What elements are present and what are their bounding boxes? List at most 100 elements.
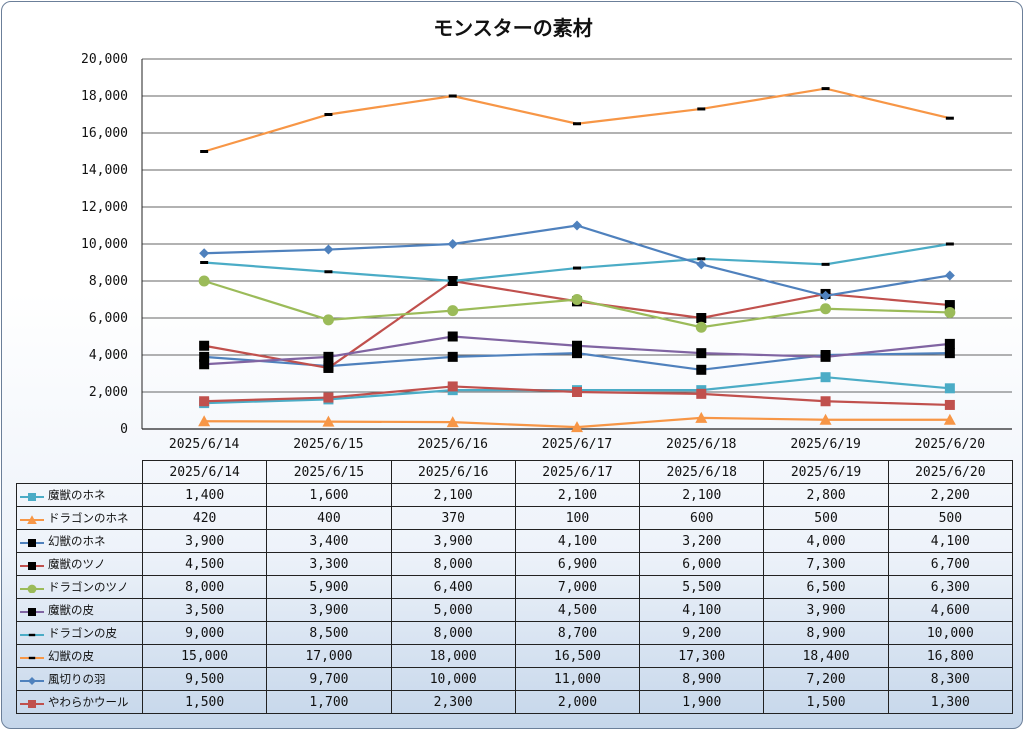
data-point-marker [821,262,830,266]
table-cell: 8,500 [266,621,392,645]
data-point-marker [695,411,708,423]
data-point-marker [943,413,956,425]
data-point-marker [696,313,707,323]
legend-entry: ドラゴンのホネ [16,506,143,530]
data-point-marker [27,584,37,593]
table-cell: 4,100 [887,529,1013,553]
data-point-marker [572,340,582,351]
data-point-marker [28,492,36,501]
table-cell: 9,700 [266,667,392,691]
data-point-marker [28,538,36,547]
legend-entry: ドラゴンの皮 [16,621,143,645]
table-cell: 18,400 [763,644,889,668]
series-name-label: 幻獣の皮 [48,649,94,663]
data-point-marker [323,392,334,403]
data-point-marker [820,290,831,301]
legend-key-icon [20,514,44,524]
table-cell: 2,800 [763,483,889,507]
table-cell: 6,000 [639,552,765,576]
legend-key-icon [20,633,44,636]
table-column-header: 2025/6/15 [266,460,392,484]
data-point-marker [697,257,706,261]
series-name-label: ドラゴンの皮 [48,626,117,640]
table-cell: 3,500 [141,598,268,622]
data-point-marker [28,633,36,636]
series-name-label: ドラゴンのツノ [48,580,129,594]
table-column-header: 2025/6/19 [763,460,889,484]
x-tick-label: 2025/6/18 [666,437,736,452]
table-row: 魔獣のツノ 4,500 3,300 8,000 6,900 6,000 7,300 6,700 [16,552,1013,576]
series-name-label: 幻獣のホネ [48,534,106,548]
data-point-marker [820,396,831,407]
table-cell: 8,900 [763,621,889,645]
table-cell: 1,900 [639,690,765,714]
y-tick-label: 18,000 [81,89,128,104]
data-point-marker [199,340,210,351]
legend-entry: 魔獣のツノ [16,552,143,576]
table-cell: 8,700 [514,621,641,645]
table-cell: 9,200 [639,621,765,645]
table-cell: 3,900 [390,529,516,553]
legend-key-icon [20,492,44,501]
legend-key-icon [20,699,44,708]
table-cell: 500 [763,506,889,530]
table-cell: 2,100 [514,483,641,507]
legend-key-icon [20,676,44,685]
data-point-marker [322,314,334,326]
legend-entry: ドラゴンのツノ [16,575,143,599]
data-point-marker [571,421,583,433]
x-tick-label: 2025/6/19 [790,437,860,452]
table-cell: 8,900 [639,667,765,691]
legend-entry: 魔獣のホネ [16,483,143,507]
series-name-label: やわらかウール [48,695,129,709]
legend-key-icon [20,538,44,547]
table-cell: 420 [141,506,268,530]
data-point-marker [945,116,954,120]
table-cell: 4,000 [763,529,889,553]
legend-entry: 風切りの羽 [16,667,143,691]
data-point-marker [199,396,210,407]
table-column-header: 2025/6/16 [390,460,516,484]
data-point-marker [696,388,707,399]
table-cell: 3,200 [639,529,765,553]
chart-title: モンスターの素材 [433,16,593,40]
table-row: やわらかウール 1,500 1,700 2,300 2,000 1,900 1,500 1,3… [16,690,1013,714]
y-tick-label: 12,000 [81,200,128,215]
table-row: 風切りの羽 9,500 9,700 10,000 11,000 8,900 7,200 8,3… [16,667,1013,691]
table-cell: 5,000 [390,598,516,622]
table-cell: 3,900 [266,598,392,622]
line-chart: 0 2,000 4,000 6,000 8,000 10,000 12,000 14,000 1… [81,52,1012,452]
table-cell: 370 [390,506,516,530]
table-cell: 18,000 [390,644,516,668]
y-tick-label: 4,000 [89,348,128,363]
data-point-marker [200,261,209,264]
table-cell: 4,100 [639,598,765,622]
x-tick-label: 2025/6/17 [542,437,612,452]
table-cell: 400 [266,506,392,530]
data-point-marker [573,122,581,126]
table-row: 魔獣のホネ 1,400 1,600 2,100 2,100 2,100 2,800 2,200 [16,483,1013,507]
table-cell: 4,500 [141,552,268,576]
legend-entry: 幻獣のホネ [16,529,143,553]
table-cell: 6,500 [763,575,889,599]
y-tick-label: 6,000 [89,311,128,326]
series-name-label: ドラゴンのホネ [48,511,129,525]
table-cell: 1,700 [266,690,392,714]
legend-key-icon [20,656,44,659]
table-row: ドラゴンの皮 9,000 8,500 8,000 8,700 9,200 8,900 10,0… [16,621,1013,645]
y-tick-label: 8,000 [89,274,128,289]
data-point-marker [447,239,458,249]
data-point-marker [28,561,36,570]
data-point-marker [323,351,334,362]
data-point-marker [820,351,831,362]
table-cell: 8,000 [141,575,268,599]
data-point-marker [28,607,36,616]
data-point-marker [28,656,36,659]
table-cell: 8,300 [887,667,1013,691]
data-point-marker [446,416,459,428]
table-column-header: 2025/6/14 [141,460,268,484]
table-cell: 2,100 [639,483,765,507]
data-point-marker [572,348,582,359]
data-point-marker [198,415,211,427]
